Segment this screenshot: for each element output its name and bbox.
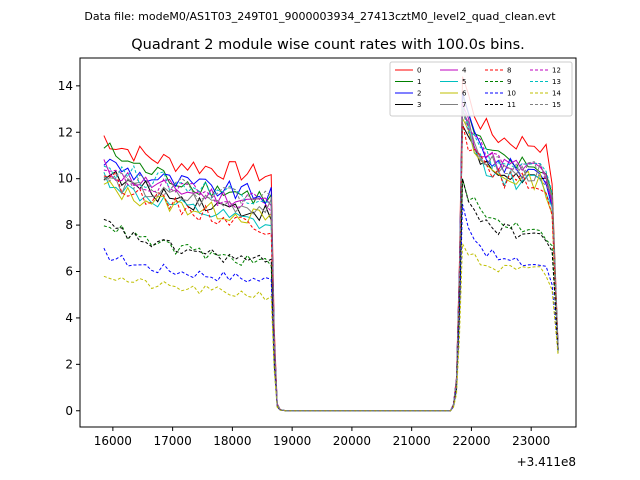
legend-label-8: 8 [507,67,511,75]
x-offset-label: +3.411e8 [517,455,576,469]
y-tick-label: 0 [65,404,73,418]
series-line-9 [103,178,559,412]
plot-area: 16000 17000 18000 19000 20000 21000 22000 23000… [58,57,577,469]
series-line-10 [103,204,559,412]
legend-label-13: 13 [552,78,561,86]
axes-background [80,58,576,427]
chart-title: Quadrant 2 module wise count rates with … [131,37,525,53]
y-axis: 0 2 4 6 8 10 12 14 [58,79,80,418]
y-tick-label: 6 [65,265,73,279]
legend-label-0: 0 [417,67,421,75]
x-axis: 16000 17000 18000 19000 20000 21000 22000 23000 [94,427,550,448]
y-tick-label: 12 [58,125,73,139]
series-line-15 [103,108,559,412]
x-tick-label: 20000 [333,434,371,448]
series-line-11 [103,178,559,412]
series-line-14 [103,241,559,412]
legend-label-2: 2 [417,90,421,98]
legend-label-12: 12 [552,67,561,75]
y-tick-label: 10 [58,172,73,186]
legend-frame [389,61,573,117]
x-tick-label: 19000 [273,434,311,448]
series-line-0 [103,76,559,412]
legend-label-11: 11 [507,101,516,109]
figure-supertitle: Data file: modeM0/AS1T03_249T01_90000039… [84,10,556,23]
legend-label-4: 4 [462,67,467,75]
x-tick-label: 18000 [213,434,251,448]
legend-label-5: 5 [462,78,466,86]
y-tick-label: 4 [65,311,73,325]
legend-label-15: 15 [552,101,561,109]
legend-label-6: 6 [462,90,467,98]
legend-label-3: 3 [417,101,421,109]
x-tick-label: 23000 [512,434,550,448]
y-tick-label: 2 [65,357,73,371]
y-tick-label: 8 [65,218,73,232]
series-layer [103,76,559,412]
axes-frame [79,57,577,428]
legend-label-9: 9 [507,78,511,86]
x-tick-label: 17000 [154,434,192,448]
legend-label-7: 7 [462,101,466,109]
legend-label-10: 10 [507,90,516,98]
legend-label-14: 14 [552,90,561,98]
x-tick-label: 16000 [94,434,132,448]
y-tick-label: 14 [58,79,73,93]
x-tick-label: 22000 [452,434,490,448]
legend-label-1: 1 [417,78,421,86]
x-tick-label: 21000 [393,434,431,448]
